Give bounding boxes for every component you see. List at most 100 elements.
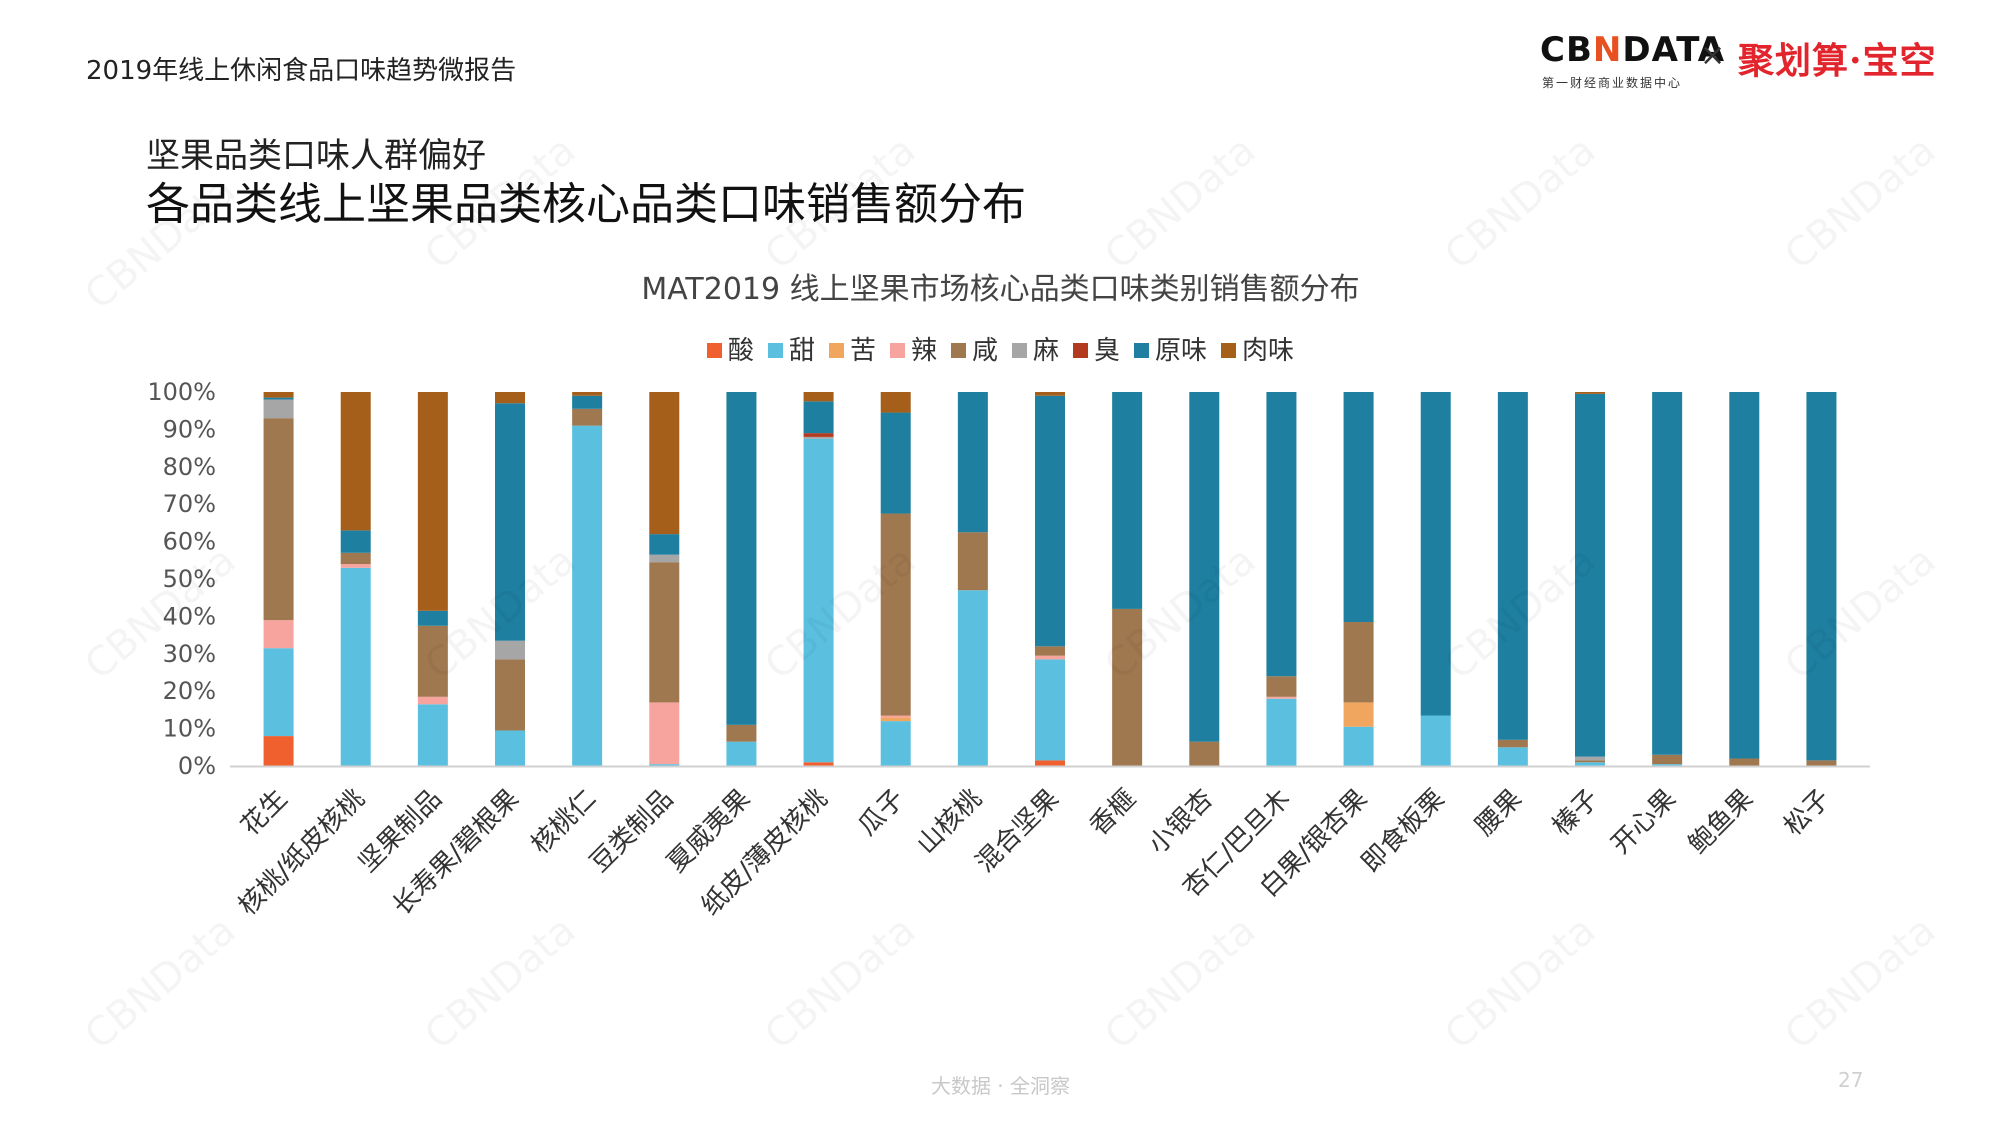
legend-swatch: [1012, 343, 1027, 358]
bar-segment: [417, 704, 448, 766]
legend-item: 咸: [950, 330, 998, 367]
legend-label: 酸: [727, 336, 754, 366]
bar-segment: [340, 567, 371, 766]
y-tick-label: 40%: [163, 602, 216, 630]
bar-segment: [340, 552, 371, 565]
y-tick-label: 100%: [147, 378, 216, 406]
chart-title: MAT2019 线上坚果市场核心品类口味类别销售额分布: [641, 272, 1360, 307]
bar-segment: [880, 513, 911, 716]
bar-segment: [495, 659, 525, 731]
legend-label: 咸: [971, 336, 998, 366]
bar-segment: [263, 648, 294, 737]
bar-segment: [1343, 622, 1374, 703]
footer-slogan: 大数据 · 全洞察: [930, 1074, 1071, 1098]
legend-swatch: [828, 343, 844, 358]
bar-segment: [726, 392, 757, 725]
bar-segment: [880, 412, 911, 514]
bar-segment: [417, 625, 448, 697]
bar-segment: [1343, 726, 1374, 766]
legend-swatch: [1134, 343, 1150, 358]
bar-segment: [1035, 395, 1065, 647]
brand-logos: CBNDATA 第一财经商业数据中心 × 聚划算·宝空: [1540, 30, 1940, 90]
bar-segment: [726, 741, 757, 766]
legend-swatch: [767, 343, 783, 358]
bar-segment: [1575, 756, 1605, 761]
cbndata-logo-subtitle: 第一财经商业数据中心: [1542, 76, 1683, 90]
bar-segment: [1575, 762, 1605, 766]
bar-segment: [340, 564, 371, 568]
bar-segment: [1652, 392, 1683, 755]
y-tick-label: 0%: [178, 752, 216, 780]
x-category-label: 瓜子: [853, 784, 911, 842]
bar-segment: [495, 730, 525, 766]
x-category-label: 榛子: [1547, 784, 1605, 842]
x-category-label: 香榧: [1084, 784, 1142, 842]
bar-segment: [1035, 760, 1065, 766]
bar-segment: [880, 715, 911, 718]
legend-item: 肉味: [1221, 330, 1294, 367]
bar-segment: [263, 397, 294, 400]
y-tick-label: 50%: [163, 565, 216, 593]
y-tick-label: 30%: [163, 640, 216, 668]
bar-segment: [803, 433, 834, 437]
legend-label: 臭: [1094, 336, 1121, 366]
x-category-label: 开心果: [1606, 784, 1682, 860]
bar-segment: [1112, 608, 1143, 766]
bar-segment: [803, 762, 834, 766]
brand-separator: ×: [1700, 38, 1726, 73]
legend-label: 麻: [1033, 336, 1060, 366]
legend-item: 麻: [1012, 330, 1059, 367]
legend-label: 苦: [849, 336, 876, 366]
bar-segment: [726, 724, 757, 742]
legend-item: 酸: [706, 330, 754, 367]
bar-segment: [649, 554, 680, 563]
bar-segment: [1035, 392, 1065, 396]
legend-item: 甜: [767, 330, 815, 367]
bar-segment: [495, 392, 525, 404]
bar-segment: [263, 392, 294, 398]
x-category-label: 豆类制品: [584, 784, 679, 879]
bar-segment: [1189, 741, 1220, 766]
x-category-label: 松子: [1778, 784, 1836, 842]
bar-segment: [1035, 646, 1065, 656]
bar-segment: [1806, 760, 1837, 766]
bar-segment: [1420, 392, 1451, 716]
bar-segment: [417, 392, 448, 611]
legend-label: 原味: [1155, 336, 1208, 366]
page-title: 各品类线上坚果品类核心品类口味销售额分布: [146, 179, 1026, 230]
bar-segment: [880, 392, 911, 413]
bar-segment: [1189, 392, 1220, 742]
bar-segment: [495, 403, 525, 641]
legend-swatch: [950, 343, 966, 358]
bar-segment: [572, 425, 603, 766]
report-title: 2019年线上休闲食品口味趋势微报告: [86, 56, 517, 86]
legend-swatch: [706, 343, 722, 358]
x-category-label: 即食板栗: [1356, 784, 1451, 879]
bar-segment: [1729, 758, 1760, 766]
bar-segment: [1497, 747, 1528, 766]
bar-segment: [1112, 392, 1143, 609]
bar-segment: [1497, 392, 1528, 740]
bar-segment: [803, 401, 834, 434]
bar-segment: [417, 610, 448, 626]
bar-segment: [880, 721, 911, 766]
bar-segment: [495, 640, 525, 660]
x-category-label: 混合坚果: [970, 784, 1065, 879]
bar-segment: [263, 399, 294, 419]
bar-segment: [649, 702, 680, 765]
bar-segment: [1266, 696, 1297, 699]
bar-segment: [1266, 676, 1297, 697]
bar-segment: [1652, 764, 1683, 766]
bar-segment: [340, 530, 371, 553]
bar-segment: [880, 717, 911, 722]
bar-segment: [1806, 392, 1837, 761]
y-tick-label: 70%: [163, 490, 216, 518]
bar-segment: [1497, 739, 1528, 748]
y-tick-label: 90%: [163, 415, 216, 443]
legend-item: 原味: [1134, 330, 1207, 367]
chart-legend: 酸 甜 苦 辣 咸 麻 臭 原味 肉味: [0, 330, 2001, 367]
bar-segment: [649, 764, 680, 766]
legend-label: 辣: [910, 336, 937, 366]
bar-segment: [1575, 392, 1605, 394]
